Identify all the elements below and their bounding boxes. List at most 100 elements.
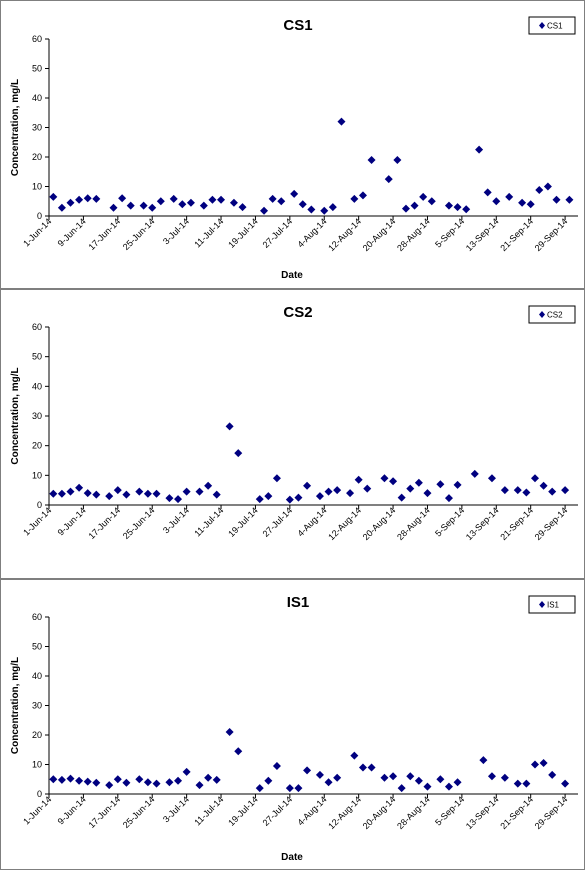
x-tick-label: 3-Jul-14 xyxy=(161,794,191,824)
chart-panel-is1: IS1 0 10 20 30 40 50 60 1-Jun-14 9-Jun-14 17-Jun-1… xyxy=(0,579,585,870)
data-point xyxy=(444,782,453,791)
x-tick-label: 20-Aug-14 xyxy=(361,216,398,253)
y-axis-title: Concentration, mg/L xyxy=(10,79,21,176)
data-point xyxy=(346,489,355,498)
x-tick-label: 12-Aug-14 xyxy=(326,794,363,831)
data-point xyxy=(328,203,337,212)
data-point xyxy=(303,481,312,490)
data-point xyxy=(156,197,165,206)
x-axis-title: Date xyxy=(281,270,303,281)
data-point xyxy=(436,480,445,489)
data-point xyxy=(66,198,75,207)
data-point xyxy=(135,775,144,784)
data-point xyxy=(143,489,152,498)
data-point xyxy=(75,776,84,785)
data-point xyxy=(548,770,557,779)
y-tick-label: 60 xyxy=(32,322,42,332)
legend-box xyxy=(528,595,576,614)
data-point xyxy=(444,201,453,210)
data-point xyxy=(513,779,522,788)
data-point xyxy=(393,155,402,164)
legend-label: IS1 xyxy=(547,601,560,610)
data-point xyxy=(182,487,191,496)
data-point xyxy=(204,481,213,490)
x-tick-label: 3-Jul-14 xyxy=(161,505,191,535)
data-point xyxy=(526,200,535,209)
data-point xyxy=(238,203,247,212)
data-point xyxy=(135,487,144,496)
data-point xyxy=(561,779,570,788)
data-point xyxy=(539,481,548,490)
x-tick-label: 25-Jun-14 xyxy=(121,794,157,830)
data-point xyxy=(199,201,208,210)
data-point xyxy=(453,778,462,787)
data-point xyxy=(522,488,531,497)
data-point xyxy=(152,779,161,788)
data-point xyxy=(298,200,307,209)
data-point xyxy=(122,778,131,787)
y-tick-label: 60 xyxy=(32,612,42,622)
x-tick-label: 28-Aug-14 xyxy=(395,216,432,253)
data-point xyxy=(333,486,342,495)
legend: CS1 xyxy=(528,16,576,35)
data-point xyxy=(358,191,367,200)
x-tick-label: 27-Jul-14 xyxy=(261,794,295,828)
data-point xyxy=(470,469,479,478)
data-point xyxy=(303,766,312,775)
data-point xyxy=(234,449,243,458)
data-point xyxy=(543,182,552,191)
data-point xyxy=(260,206,269,215)
legend-marker xyxy=(539,601,545,608)
data-point xyxy=(234,747,243,756)
data-point xyxy=(66,487,75,496)
data-point xyxy=(380,773,389,782)
legend-label: CS2 xyxy=(547,311,563,320)
y-tick-label: 0 xyxy=(37,500,42,510)
data-point xyxy=(105,781,114,790)
data-point xyxy=(436,775,445,784)
data-point xyxy=(462,205,471,214)
data-point xyxy=(255,495,264,504)
data-point xyxy=(113,775,122,784)
x-tick-label: 4-Aug-14 xyxy=(295,505,328,538)
data-point xyxy=(294,493,303,502)
y-tick-label: 50 xyxy=(32,642,42,652)
y-tick-label: 0 xyxy=(37,789,42,799)
y-tick-label: 30 xyxy=(32,123,42,133)
legend-box xyxy=(528,305,576,324)
x-tick-label: 11-Jul-14 xyxy=(192,216,225,249)
series-points xyxy=(49,422,570,504)
data-point xyxy=(548,487,557,496)
x-tick-label: 13-Sep-14 xyxy=(464,505,501,542)
data-point xyxy=(57,489,66,498)
legend: CS2 xyxy=(528,305,576,324)
data-point xyxy=(401,204,410,213)
x-tick-label: 17-Jun-14 xyxy=(86,794,122,830)
legend-box xyxy=(528,16,576,35)
data-point xyxy=(285,495,294,504)
data-point xyxy=(212,490,221,499)
y-tick-label: 10 xyxy=(32,760,42,770)
series-points xyxy=(49,728,570,793)
data-point xyxy=(204,773,213,782)
data-point xyxy=(152,489,161,498)
data-point xyxy=(148,203,157,212)
x-tick-label: 3-Jul-14 xyxy=(161,216,191,246)
data-point xyxy=(225,422,234,431)
x-tick-label: 17-Jun-14 xyxy=(86,216,122,252)
y-tick-label: 50 xyxy=(32,64,42,74)
y-tick-label: 10 xyxy=(32,470,42,480)
data-point xyxy=(315,492,324,501)
data-point xyxy=(492,197,501,206)
x-tick-label: 19-Jul-14 xyxy=(226,794,260,828)
y-tick-label: 40 xyxy=(32,671,42,681)
x-tick-label: 29-Sep-14 xyxy=(533,505,570,542)
legend: IS1 xyxy=(528,595,576,614)
x-tick-label: 20-Aug-14 xyxy=(361,794,398,831)
data-point xyxy=(229,198,238,207)
data-point xyxy=(487,772,496,781)
data-point xyxy=(358,763,367,772)
x-tick-label: 17-Jun-14 xyxy=(86,505,122,541)
data-point xyxy=(178,200,187,209)
x-tick-label: 25-Jun-14 xyxy=(121,505,157,541)
